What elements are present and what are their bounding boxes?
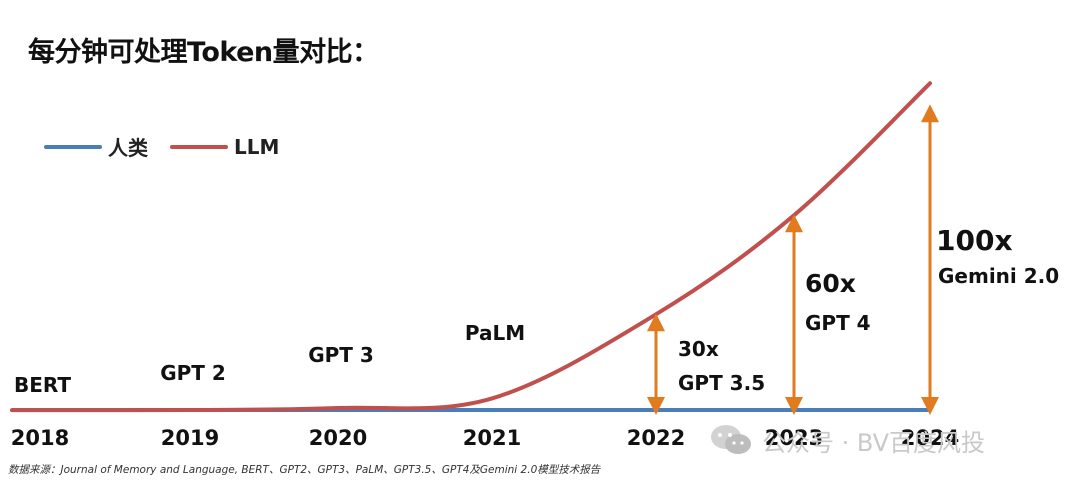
chart-title: 每分钟可处理Token量对比：	[28, 37, 379, 68]
x-tick-label-2023: 2023	[765, 426, 823, 450]
legend-label-human: 人类	[108, 136, 148, 160]
source-note: 数据来源：Journal of Memory and Language, BER…	[8, 464, 601, 476]
legend-label-llm: LLM	[234, 134, 280, 159]
multiplier-factor-2022: 30x	[678, 337, 719, 361]
legend-item-human: 人类	[44, 132, 148, 161]
multiplier-model-2024: Gemini 2.0	[938, 264, 1059, 288]
multiplier-factor-2023: 60x	[805, 269, 856, 298]
legend-swatch-human	[44, 144, 102, 149]
multiplier-model-2022: GPT 3.5	[678, 371, 765, 395]
watermark: 公众号 · BV百度风投	[708, 422, 985, 458]
x-tick-label-2018: 2018	[11, 426, 69, 450]
model-label-2020: GPT 3	[308, 343, 374, 367]
wechat-icon	[711, 425, 751, 454]
model-label-2018: BERT	[14, 373, 71, 397]
x-tick-label-2020: 2020	[309, 426, 367, 450]
legend-item-llm: LLM	[170, 135, 279, 159]
series-line-llm	[10, 81, 932, 413]
model-label-2019: GPT 2	[160, 361, 226, 385]
x-tick-label-2022: 2022	[627, 426, 685, 450]
x-tick-label-2024: 2024	[901, 426, 959, 450]
multiplier-factor-2024: 100x	[936, 224, 1013, 257]
watermark-text: 公众号 · BV百度风投	[762, 428, 986, 457]
legend: 人类 LLM	[44, 132, 301, 161]
x-tick-label-2021: 2021	[463, 426, 521, 450]
legend-swatch-llm	[170, 144, 228, 149]
x-tick-label-2019: 2019	[161, 426, 219, 450]
model-label-2021: PaLM	[465, 321, 525, 345]
multiplier-model-2023: GPT 4	[805, 311, 871, 335]
